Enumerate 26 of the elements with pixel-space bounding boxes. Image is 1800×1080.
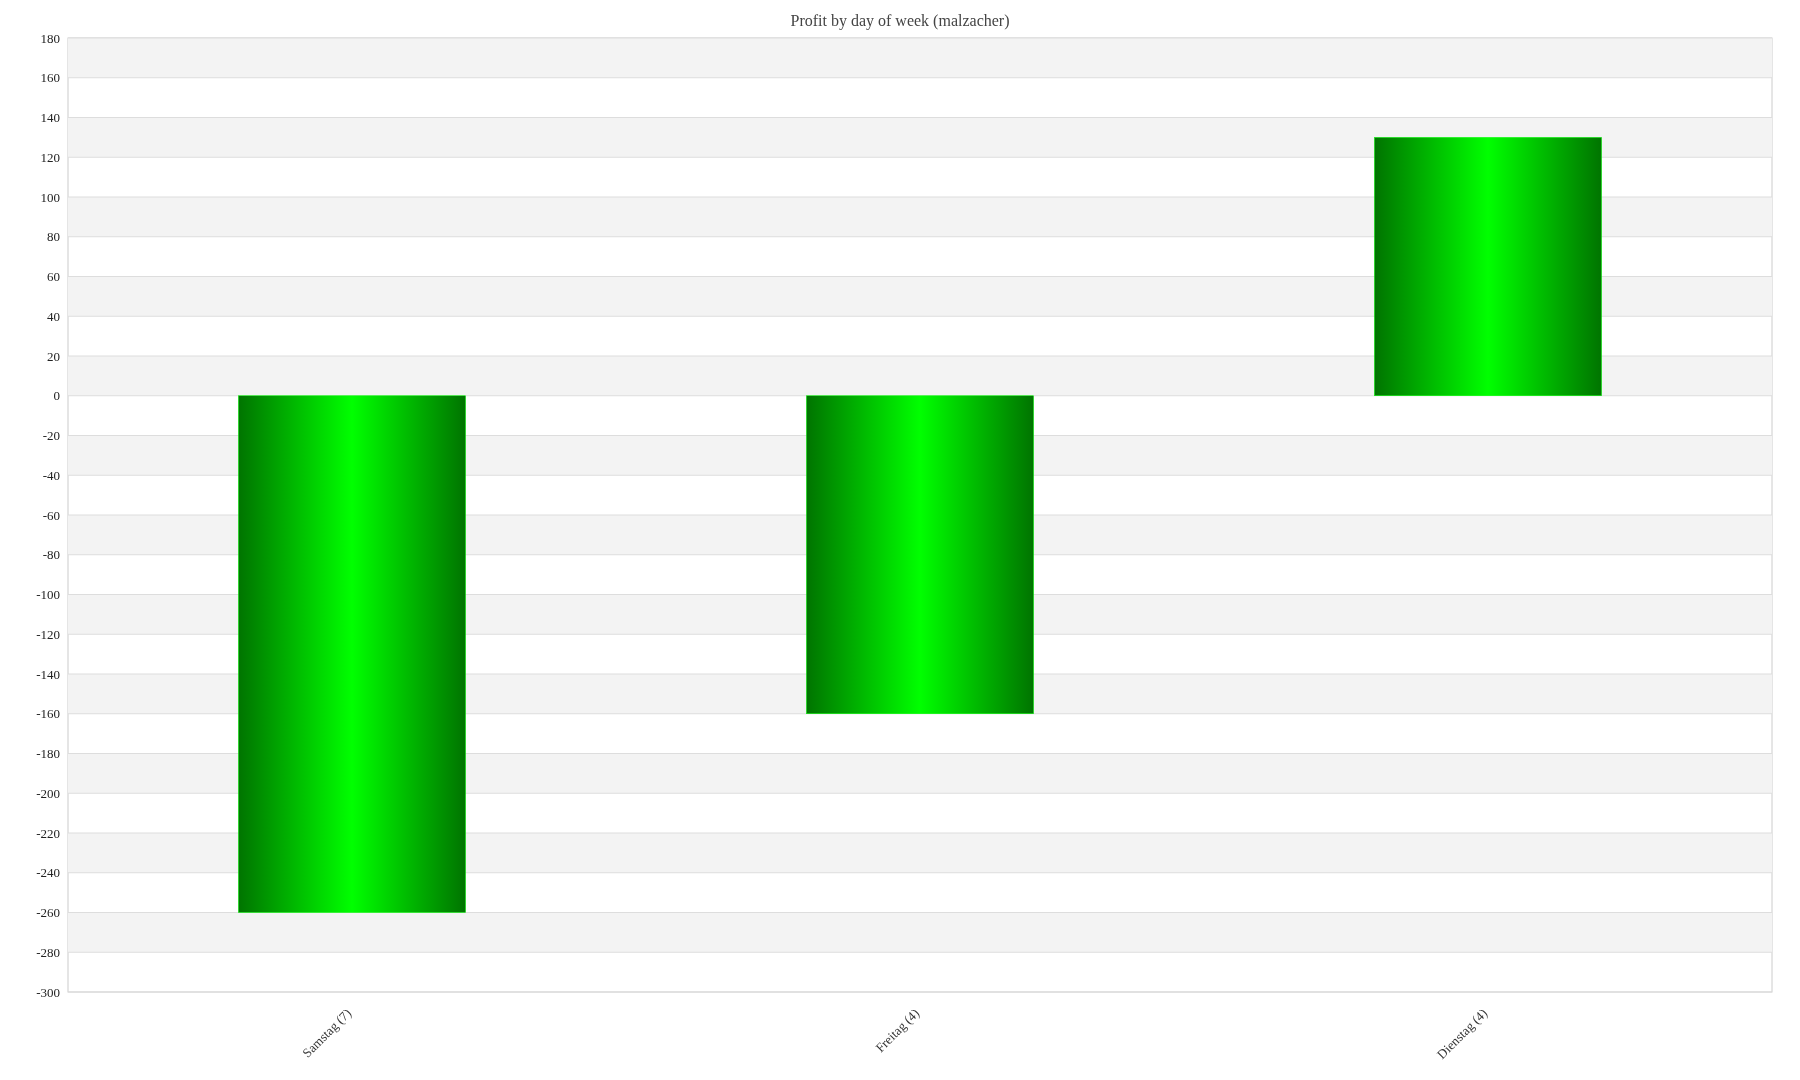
y-tick-label: -100 [36, 587, 60, 603]
y-tick-label: 40 [47, 308, 60, 324]
y-tick-label: 60 [47, 269, 60, 285]
y-tick-label: 120 [40, 149, 60, 165]
chart-title: Profit by day of week (malzacher) [790, 12, 1010, 30]
y-tick-label: -160 [36, 706, 60, 722]
y-tick-label: -120 [36, 626, 60, 642]
y-tick-label: -140 [36, 666, 60, 682]
y-tick-label: 180 [40, 30, 60, 46]
y-tick-label: -220 [36, 825, 60, 841]
y-tick-label: 160 [40, 70, 60, 86]
y-tick-label: 80 [47, 229, 60, 245]
y-tick-label: 100 [40, 189, 60, 205]
y-tick-label: -20 [42, 428, 60, 444]
y-tick-label: 20 [47, 348, 60, 364]
y-tick-label: -180 [36, 746, 60, 762]
y-tick-label: 140 [40, 110, 60, 126]
y-tick-label: -280 [36, 944, 60, 960]
y-tick-label: -200 [36, 785, 60, 801]
y-tick-label: -260 [36, 905, 60, 921]
y-tick-label: 0 [53, 388, 60, 404]
y-tick-label: -240 [36, 865, 60, 881]
y-tick-label: -40 [42, 467, 60, 483]
y-tick-label: -60 [42, 507, 60, 523]
y-tick-label: -80 [42, 547, 60, 563]
y-tick-label: -300 [36, 984, 60, 1000]
